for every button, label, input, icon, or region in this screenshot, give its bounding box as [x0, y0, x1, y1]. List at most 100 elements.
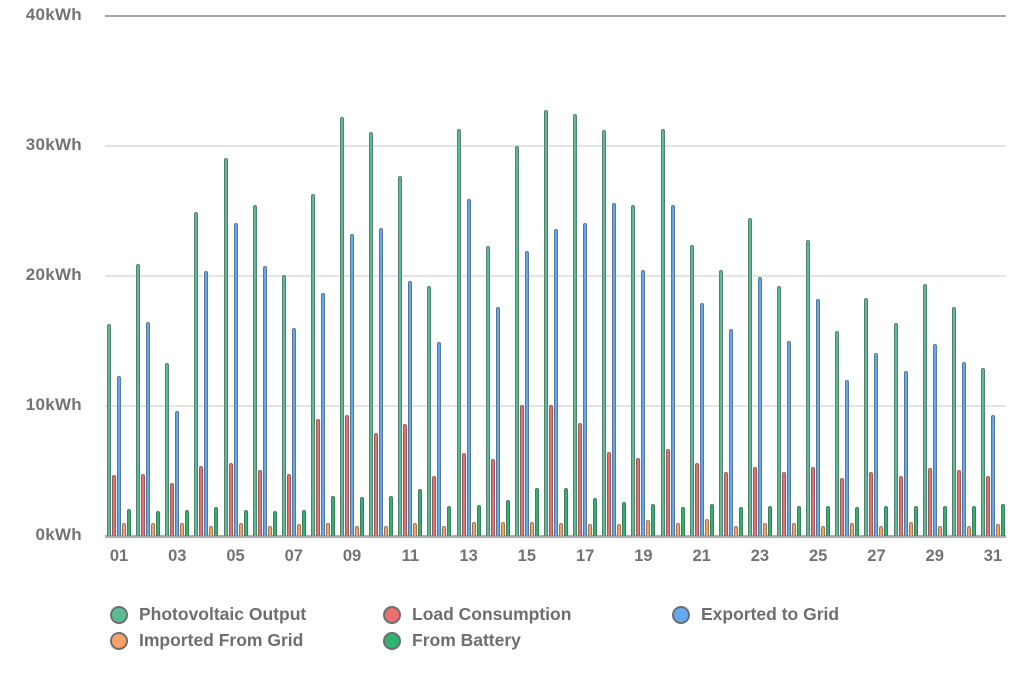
- x-tick-label-31: 31: [983, 547, 1003, 565]
- bar-exported-to-grid-day-20: [670, 204, 675, 536]
- bar-photovoltaic-output-day-21: [689, 244, 694, 536]
- y-tick-label: 0kWh: [35, 525, 82, 544]
- bar-photovoltaic-output-day-23: [747, 217, 752, 536]
- bar-imported-from-grid-day-10: [384, 525, 389, 536]
- gridline-30kWh: [105, 145, 1006, 147]
- bar-exported-to-grid-day-15: [524, 251, 529, 536]
- bar-photovoltaic-output-day-13: [456, 129, 461, 536]
- bar-imported-from-grid-day-04: [209, 525, 214, 536]
- bar-load-consumption-day-14: [490, 459, 495, 536]
- x-tick-label-13: 13: [459, 547, 478, 565]
- bar-imported-from-grid-day-14: [500, 521, 505, 536]
- bar-photovoltaic-output-day-19: [631, 204, 636, 536]
- bar-load-consumption-day-11: [403, 424, 408, 536]
- y-tick-label: 40kWh: [25, 5, 82, 24]
- bar-imported-from-grid-day-19: [646, 520, 651, 536]
- bar-from-battery-day-20: [680, 507, 685, 536]
- bar-imported-from-grid-day-08: [325, 523, 330, 536]
- bar-imported-from-grid-day-21: [704, 519, 709, 536]
- legend-swatch-icon: [110, 605, 128, 624]
- bar-photovoltaic-output-day-18: [602, 130, 607, 536]
- bar-from-battery-day-03: [185, 510, 190, 536]
- x-tick-label-29: 29: [925, 547, 944, 565]
- bar-exported-to-grid-day-06: [262, 265, 267, 536]
- bar-exported-to-grid-day-14: [495, 307, 500, 536]
- bar-photovoltaic-output-day-17: [573, 113, 578, 536]
- bar-exported-to-grid-day-23: [757, 277, 762, 536]
- bar-photovoltaic-output-day-08: [310, 194, 315, 536]
- x-tick-label-23: 23: [750, 547, 770, 565]
- legend-label: Imported From Grid: [139, 630, 304, 650]
- bar-from-battery-day-14: [505, 499, 510, 536]
- bar-photovoltaic-output-day-05: [223, 157, 228, 536]
- legend-swatch-icon: [383, 631, 401, 650]
- legend-item-load-consumption[interactable]: Load Consumption: [383, 603, 672, 626]
- bar-imported-from-grid-day-24: [792, 523, 797, 536]
- bar-load-consumption-day-13: [461, 452, 466, 536]
- bar-load-consumption-day-18: [607, 451, 612, 536]
- bar-photovoltaic-output-day-30: [951, 307, 956, 536]
- bar-exported-to-grid-day-16: [553, 229, 558, 536]
- bar-load-consumption-day-08: [315, 419, 320, 536]
- legend-item-imported-from-grid[interactable]: Imported From Grid: [110, 629, 383, 652]
- bar-from-battery-day-26: [855, 507, 860, 536]
- x-tick-label-25: 25: [809, 547, 828, 565]
- bar-imported-from-grid-day-03: [180, 523, 185, 536]
- bar-load-consumption-day-12: [432, 476, 437, 536]
- bar-load-consumption-day-19: [636, 458, 641, 536]
- bar-load-consumption-day-17: [578, 422, 583, 536]
- bar-from-battery-day-12: [447, 506, 452, 536]
- bar-exported-to-grid-day-26: [845, 380, 850, 536]
- bar-from-battery-day-18: [622, 502, 627, 536]
- bar-imported-from-grid-day-28: [908, 521, 913, 536]
- bar-exported-to-grid-day-25: [816, 299, 821, 536]
- legend-item-exported-to-grid[interactable]: Exported to Grid: [672, 603, 839, 626]
- bar-from-battery-day-09: [360, 497, 365, 536]
- bar-exported-to-grid-day-13: [466, 199, 471, 536]
- legend-label: Photovoltaic Output: [139, 604, 307, 624]
- bar-imported-from-grid-day-20: [675, 523, 680, 536]
- x-tick-label-19: 19: [634, 547, 653, 565]
- bar-exported-to-grid-day-22: [728, 329, 733, 536]
- bar-from-battery-day-15: [534, 487, 539, 536]
- bar-from-battery-day-02: [156, 511, 161, 536]
- legend-item-photovoltaic-output[interactable]: Photovoltaic Output: [110, 603, 383, 626]
- bar-from-battery-day-08: [330, 495, 335, 536]
- bar-load-consumption-day-10: [374, 433, 379, 536]
- bar-exported-to-grid-day-18: [612, 203, 617, 536]
- gridline-40kWh: [105, 15, 1006, 17]
- legend-item-from-battery[interactable]: From Battery: [383, 629, 672, 652]
- bar-load-consumption-day-31: [985, 476, 990, 536]
- bar-imported-from-grid-day-27: [879, 525, 884, 536]
- bar-from-battery-day-27: [884, 506, 889, 536]
- bar-photovoltaic-output-day-09: [340, 117, 345, 536]
- bar-photovoltaic-output-day-29: [922, 283, 927, 536]
- bar-exported-to-grid-day-02: [146, 321, 151, 536]
- bar-from-battery-day-23: [767, 506, 772, 536]
- x-tick-label-17: 17: [575, 547, 595, 565]
- bar-from-battery-day-30: [971, 506, 976, 536]
- x-tick-label-09: 09: [342, 547, 362, 565]
- bar-from-battery-day-04: [214, 507, 219, 536]
- bar-imported-from-grid-day-29: [937, 525, 942, 536]
- bar-exported-to-grid-day-03: [175, 411, 180, 536]
- x-tick-label-11: 11: [401, 547, 420, 565]
- bar-imported-from-grid-day-07: [296, 524, 301, 536]
- bar-exported-to-grid-day-17: [583, 222, 588, 536]
- bar-load-consumption-day-25: [811, 467, 816, 536]
- x-tick-label-21: 21: [692, 547, 711, 565]
- y-tick-label: 10kWh: [25, 395, 82, 414]
- legend-label: From Battery: [412, 630, 521, 650]
- gridline-0kWh: [105, 535, 1006, 538]
- bar-photovoltaic-output-day-31: [980, 368, 985, 536]
- bar-exported-to-grid-day-24: [787, 341, 792, 536]
- bar-from-battery-day-13: [476, 504, 481, 536]
- bar-imported-from-grid-day-01: [122, 523, 126, 536]
- bar-imported-from-grid-day-06: [267, 525, 272, 536]
- bar-exported-to-grid-day-30: [961, 361, 966, 536]
- legend-swatch-icon: [110, 631, 128, 650]
- bar-load-consumption-day-07: [286, 473, 291, 536]
- bar-exported-to-grid-day-31: [990, 415, 995, 536]
- bar-photovoltaic-output-day-03: [165, 363, 170, 536]
